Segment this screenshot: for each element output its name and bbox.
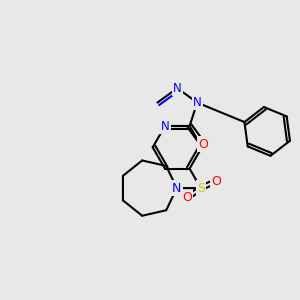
Text: O: O xyxy=(182,191,192,204)
Text: O: O xyxy=(198,138,208,151)
Text: N: N xyxy=(172,182,182,195)
Text: O: O xyxy=(211,175,221,188)
Text: N: N xyxy=(160,119,169,133)
Text: N: N xyxy=(193,96,202,109)
Text: S: S xyxy=(197,182,205,195)
Text: N: N xyxy=(173,82,182,94)
